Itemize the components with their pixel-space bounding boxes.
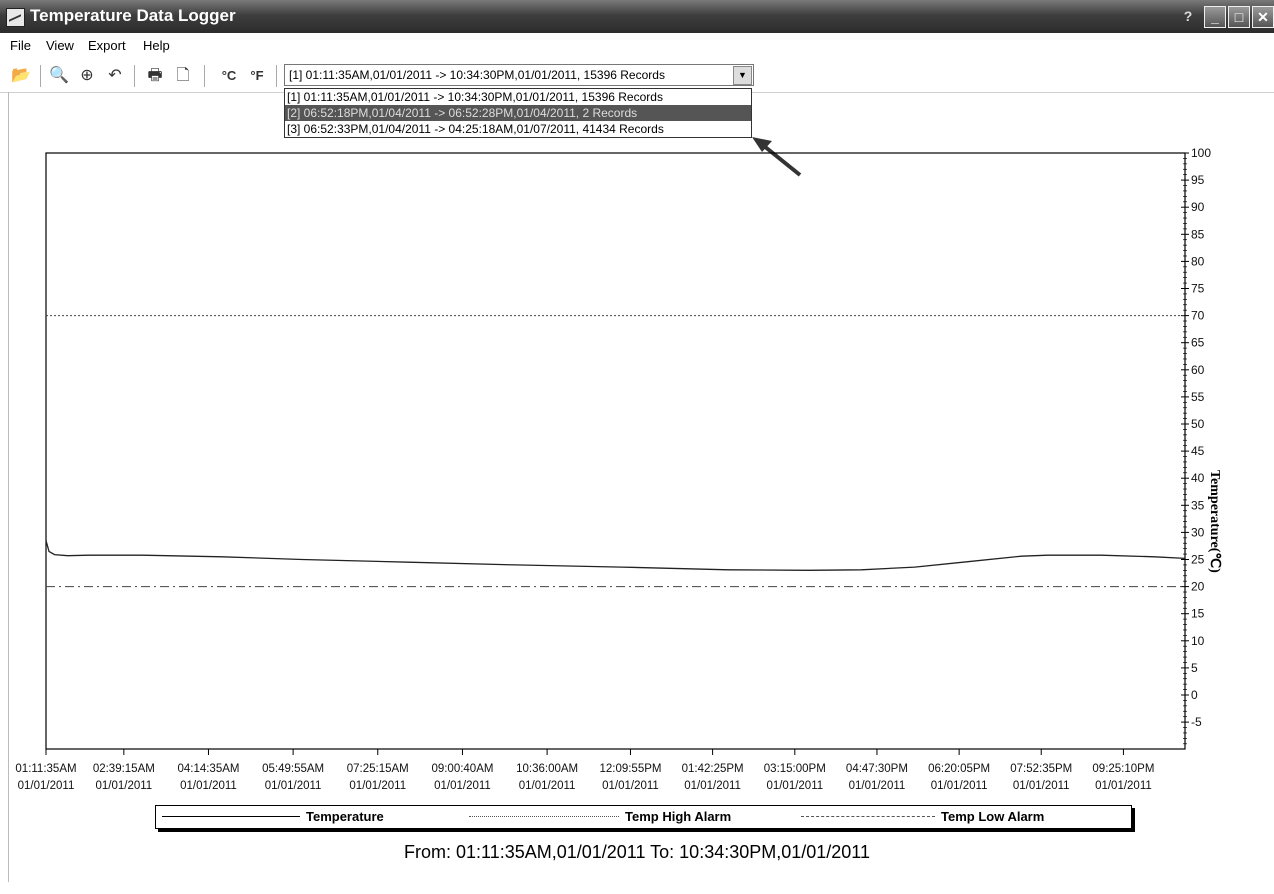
fahrenheit-icon[interactable]: °F bbox=[250, 68, 264, 83]
x-tick-label-date: 01/01/2011 bbox=[766, 780, 823, 792]
y-tick-label: 55 bbox=[1191, 390, 1205, 404]
y-tick-label: 75 bbox=[1191, 282, 1205, 296]
legend-temperature-label: Temperature bbox=[306, 809, 384, 824]
dataset-select[interactable]: [1] 01:11:35AM,01/01/2011 -> 10:34:30PM,… bbox=[284, 64, 754, 86]
dataset-dropdown-list: [1] 01:11:35AM,01/01/2011 -> 10:34:30PM,… bbox=[284, 88, 752, 138]
y-tick-label: 65 bbox=[1191, 336, 1205, 350]
print-icon[interactable]: 🖶 bbox=[147, 67, 163, 84]
x-tick-label-time: 01:42:25PM bbox=[682, 763, 744, 775]
zoom-out-icon[interactable]: 🔍 bbox=[49, 67, 69, 84]
y-tick-label: 90 bbox=[1191, 200, 1205, 214]
series-temperature-line bbox=[45, 540, 1186, 571]
y-tick-label: 10 bbox=[1191, 634, 1205, 648]
plot-area bbox=[45, 152, 1186, 750]
y-tick-label: 25 bbox=[1191, 553, 1205, 567]
dataset-option-3[interactable]: [3] 06:52:33PM,01/04/2011 -> 04:25:18AM,… bbox=[287, 122, 664, 136]
x-tick-label-time: 09:25:10PM bbox=[1092, 763, 1154, 775]
x-axis: 01:11:35AM 01/01/2011 02:39:15AM 01/01/2011… bbox=[15, 749, 1154, 792]
x-tick-label-date: 01/01/2011 bbox=[95, 780, 152, 792]
x-tick-label-date: 01/01/2011 bbox=[180, 780, 237, 792]
x-tick-label-date: 01/01/2011 bbox=[684, 780, 741, 792]
chart-series bbox=[45, 315, 1186, 588]
x-tick-label-time: 01:11:35AM bbox=[15, 763, 76, 775]
menu-export[interactable]: Export bbox=[88, 38, 126, 53]
x-tick-label-date: 01/01/2011 bbox=[18, 780, 75, 792]
toolbar-separator bbox=[40, 65, 41, 87]
title-bar[interactable]: Temperature Data Logger ? _ □ ✕ bbox=[0, 0, 1274, 33]
app-icon bbox=[6, 8, 25, 27]
window-left-border bbox=[8, 92, 9, 882]
dataset-option-2[interactable]: [2] 06:52:18PM,01/04/2011 -> 06:52:28PM,… bbox=[285, 105, 751, 121]
toolbar-separator bbox=[276, 65, 277, 87]
x-tick-label-date: 01/01/2011 bbox=[1013, 780, 1070, 792]
x-tick-label-date: 01/01/2011 bbox=[519, 780, 576, 792]
window-title: Temperature Data Logger bbox=[30, 6, 236, 25]
celsius-icon[interactable]: °C bbox=[221, 68, 237, 83]
y-tick-label: 80 bbox=[1191, 254, 1205, 268]
x-tick-label-time: 05:49:55AM bbox=[262, 763, 324, 775]
x-tick-label-time: 07:52:35PM bbox=[1010, 763, 1072, 775]
x-tick-label-time: 07:25:15AM bbox=[347, 763, 409, 775]
chevron-down-icon[interactable]: ▼ bbox=[733, 66, 752, 85]
undo-zoom-icon[interactable]: ↶ bbox=[108, 67, 122, 84]
chart-legend: Temperature Temp High Alarm Temp Low Ala… bbox=[155, 805, 1132, 829]
x-tick-label-date: 01/01/2011 bbox=[849, 780, 906, 792]
help-button[interactable]: ? bbox=[1183, 8, 1193, 24]
x-tick-label-time: 02:39:15AM bbox=[93, 763, 155, 775]
x-tick-label-date: 01/01/2011 bbox=[1095, 780, 1152, 792]
y-axis: 1009590858075706560555045403530252015105… bbox=[1181, 146, 1211, 745]
x-tick-label-time: 10:36:00AM bbox=[516, 763, 578, 775]
y-tick-label: 70 bbox=[1191, 309, 1205, 323]
print-preview-icon[interactable]: 🗋 bbox=[176, 67, 190, 84]
y-tick-label: 35 bbox=[1191, 498, 1205, 512]
y-tick-label: 85 bbox=[1191, 227, 1205, 241]
x-tick-label-date: 01/01/2011 bbox=[602, 780, 659, 792]
x-tick-label-time: 06:20:05PM bbox=[928, 763, 990, 775]
x-tick-label-time: 09:00:40AM bbox=[431, 763, 493, 775]
menu-bar: File View Export Help bbox=[0, 34, 1274, 58]
y-tick-label: 15 bbox=[1191, 607, 1205, 621]
zoom-in-icon[interactable]: ⊕ bbox=[80, 67, 94, 84]
menu-file[interactable]: File bbox=[10, 38, 31, 53]
toolbar-separator bbox=[204, 65, 205, 87]
x-tick-label-date: 01/01/2011 bbox=[265, 780, 322, 792]
x-tick-label-date: 01/01/2011 bbox=[931, 780, 988, 792]
dataset-select-value: [1] 01:11:35AM,01/01/2011 -> 10:34:30PM,… bbox=[289, 68, 665, 82]
y-tick-label: 50 bbox=[1191, 417, 1205, 431]
y-tick-label: 0 bbox=[1191, 688, 1198, 702]
open-icon[interactable]: 📂 bbox=[11, 67, 31, 84]
y-tick-label: 40 bbox=[1191, 471, 1205, 485]
legend-high-alarm-label: Temp High Alarm bbox=[625, 809, 732, 824]
x-tick-label-time: 04:14:35AM bbox=[177, 763, 239, 775]
minimize-button[interactable]: _ bbox=[1204, 6, 1226, 28]
y-axis-label: Temperature(℃) bbox=[1207, 470, 1222, 573]
y-tick-label: 45 bbox=[1191, 444, 1205, 458]
menu-view[interactable]: View bbox=[46, 38, 74, 53]
x-tick-label-time: 12:09:55PM bbox=[599, 763, 661, 775]
y-tick-label: 95 bbox=[1191, 173, 1205, 187]
x-tick-label-time: 04:47:30PM bbox=[846, 763, 908, 775]
legend-low-alarm-line bbox=[801, 816, 935, 817]
y-tick-label: 20 bbox=[1191, 580, 1205, 594]
y-tick-label: 5 bbox=[1191, 661, 1198, 675]
y-tick-label: -5 bbox=[1191, 715, 1202, 729]
x-tick-label-date: 01/01/2011 bbox=[434, 780, 491, 792]
legend-temperature-line bbox=[162, 816, 300, 817]
maximize-button[interactable]: □ bbox=[1228, 6, 1250, 28]
legend-high-alarm-line bbox=[469, 816, 619, 817]
y-tick-label: 60 bbox=[1191, 363, 1205, 377]
x-tick-label-time: 03:15:00PM bbox=[764, 763, 826, 775]
menu-help[interactable]: Help bbox=[143, 38, 170, 53]
legend-low-alarm-label: Temp Low Alarm bbox=[941, 809, 1045, 824]
date-range-text: From: 01:11:35AM,01/01/2011 To: 10:34:30… bbox=[404, 842, 870, 862]
x-tick-label-date: 01/01/2011 bbox=[349, 780, 406, 792]
dataset-option-1[interactable]: [1] 01:11:35AM,01/01/2011 -> 10:34:30PM,… bbox=[287, 90, 663, 104]
y-tick-label: 100 bbox=[1191, 146, 1211, 160]
y-tick-label: 30 bbox=[1191, 525, 1205, 539]
toolbar-separator bbox=[134, 65, 135, 87]
